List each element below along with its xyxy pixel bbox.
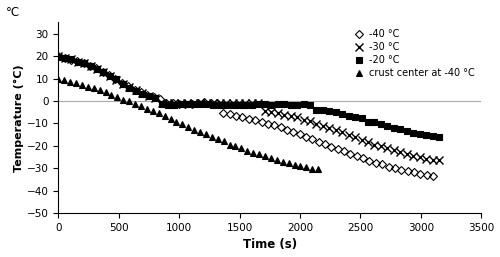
Y-axis label: Temperature (°C): Temperature (°C) [14,64,24,172]
Legend: -40 °C, -30 °C, -20 °C, crust center at -40 °C: -40 °C, -30 °C, -20 °C, crust center at … [352,27,476,80]
Text: °C: °C [6,6,20,19]
X-axis label: Time (s): Time (s) [243,238,297,251]
